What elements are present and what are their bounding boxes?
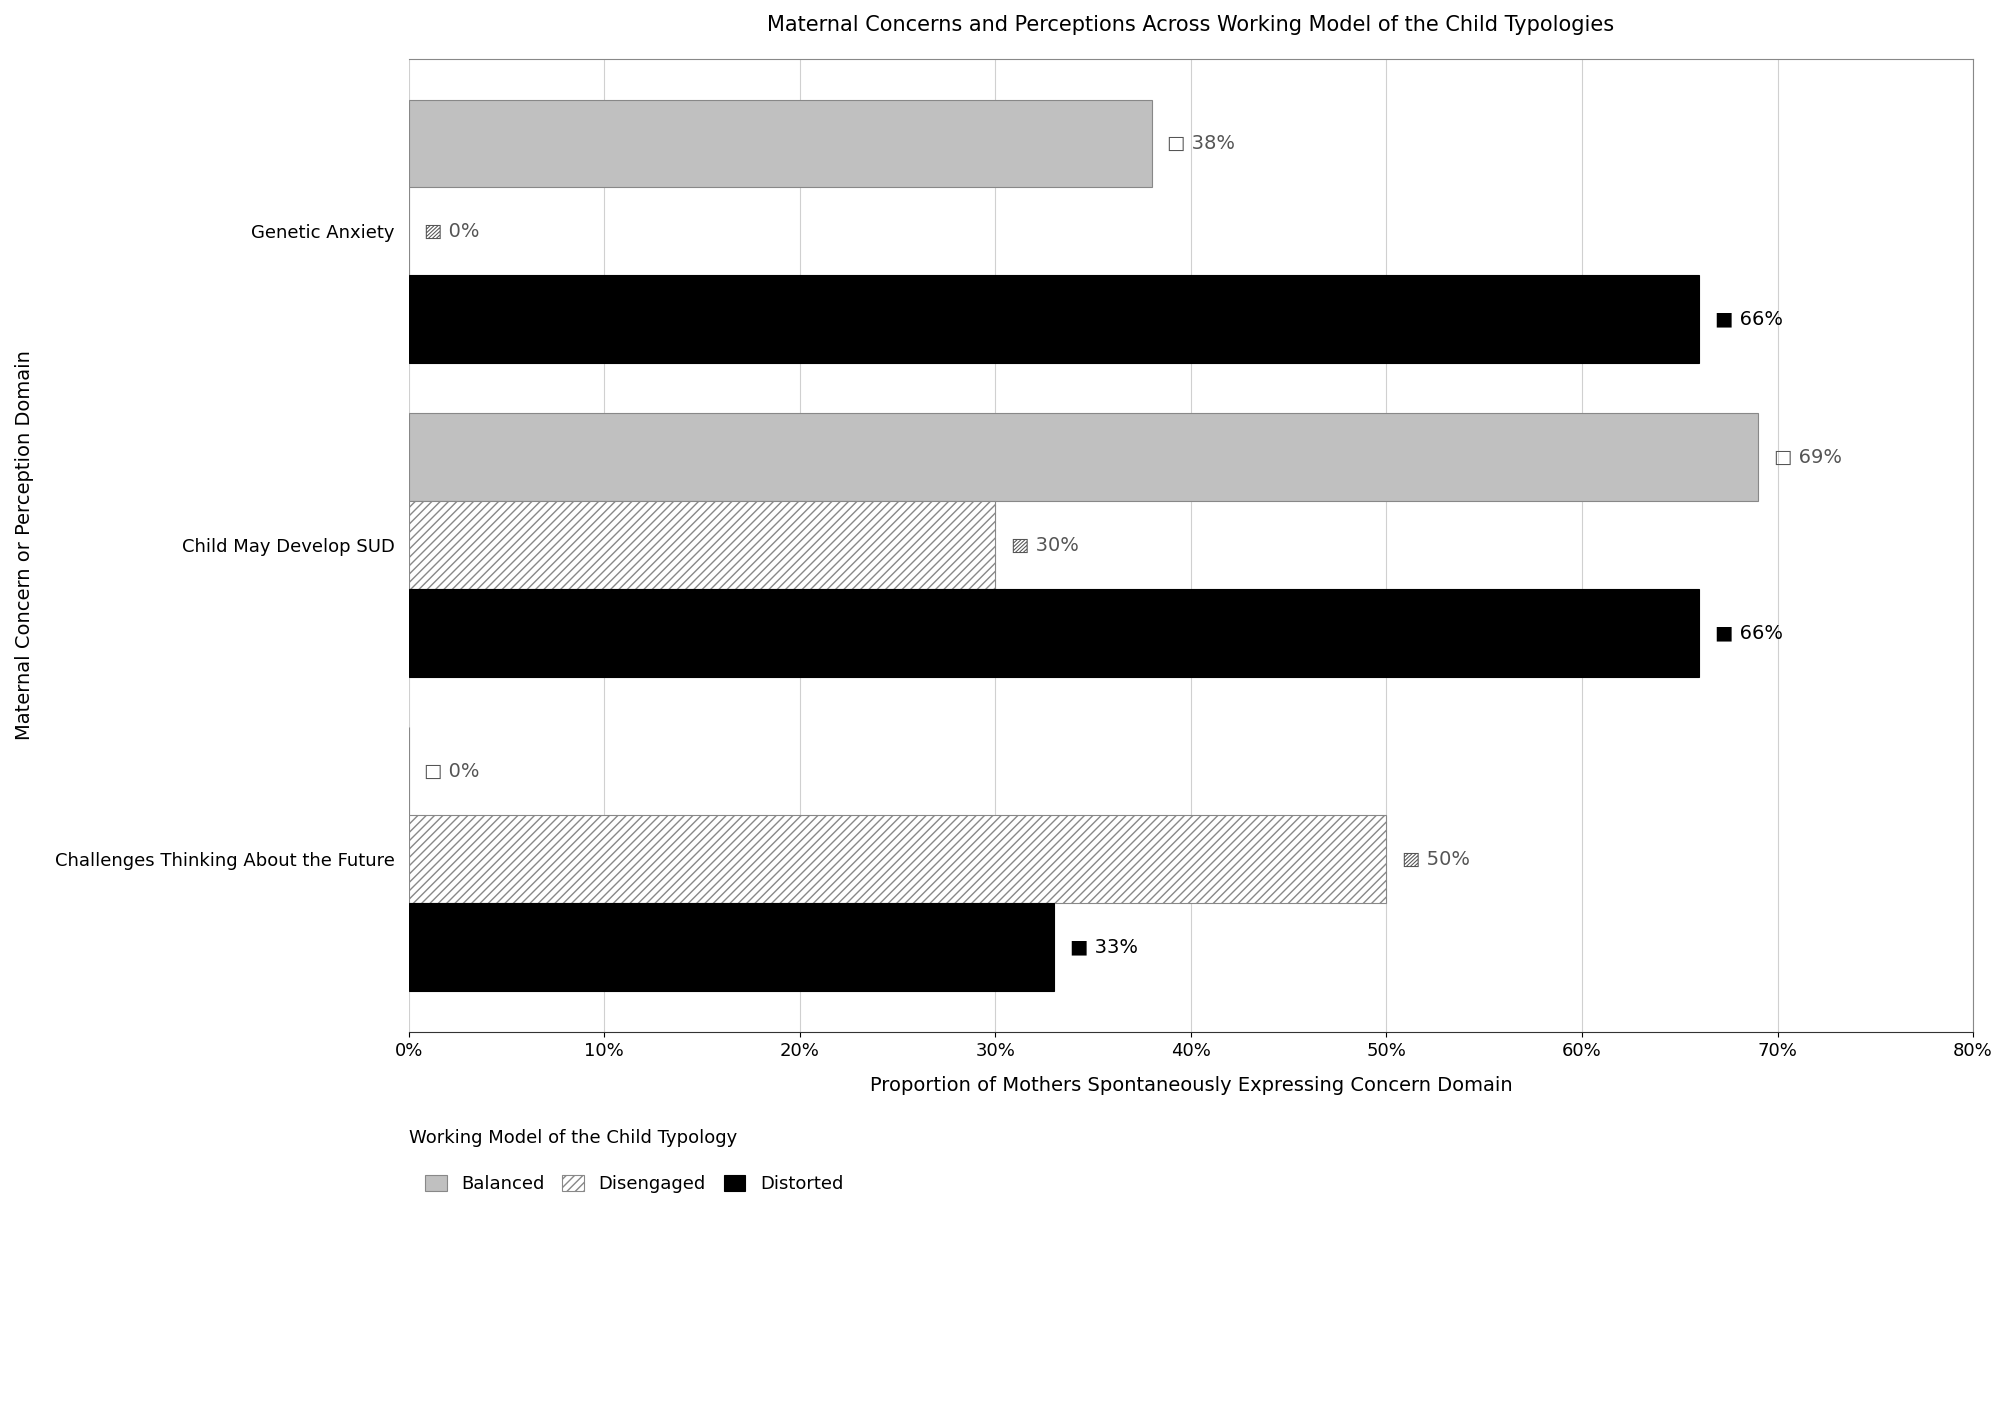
Bar bbox=[407, 502, 995, 590]
Title: Maternal Concerns and Perceptions Across Working Model of the Child Typologies: Maternal Concerns and Perceptions Across… bbox=[767, 16, 1614, 35]
Text: □ 0%: □ 0% bbox=[423, 762, 480, 781]
Text: □ 69%: □ 69% bbox=[1772, 448, 1840, 467]
Text: ▨ 0%: ▨ 0% bbox=[423, 222, 480, 240]
Text: ■ 66%: ■ 66% bbox=[1714, 310, 1782, 329]
Text: □ 38%: □ 38% bbox=[1166, 134, 1234, 153]
Text: ■ 33%: ■ 33% bbox=[1070, 937, 1138, 957]
Bar bbox=[407, 816, 1385, 904]
Bar bbox=[407, 590, 1698, 677]
Bar bbox=[407, 413, 1756, 502]
Bar bbox=[407, 99, 1152, 188]
Legend: Balanced, Disengaged, Distorted: Balanced, Disengaged, Distorted bbox=[417, 1168, 851, 1200]
Y-axis label: Maternal Concern or Perception Domain: Maternal Concern or Perception Domain bbox=[14, 351, 34, 741]
Text: ■ 66%: ■ 66% bbox=[1714, 624, 1782, 643]
Text: Working Model of the Child Typology: Working Model of the Child Typology bbox=[407, 1130, 737, 1147]
Bar bbox=[407, 904, 1054, 991]
Text: ▨ 50%: ▨ 50% bbox=[1401, 850, 1469, 868]
X-axis label: Proportion of Mothers Spontaneously Expressing Concern Domain: Proportion of Mothers Spontaneously Expr… bbox=[869, 1076, 1511, 1096]
Bar bbox=[407, 276, 1698, 363]
Text: ▨ 30%: ▨ 30% bbox=[1010, 536, 1078, 554]
